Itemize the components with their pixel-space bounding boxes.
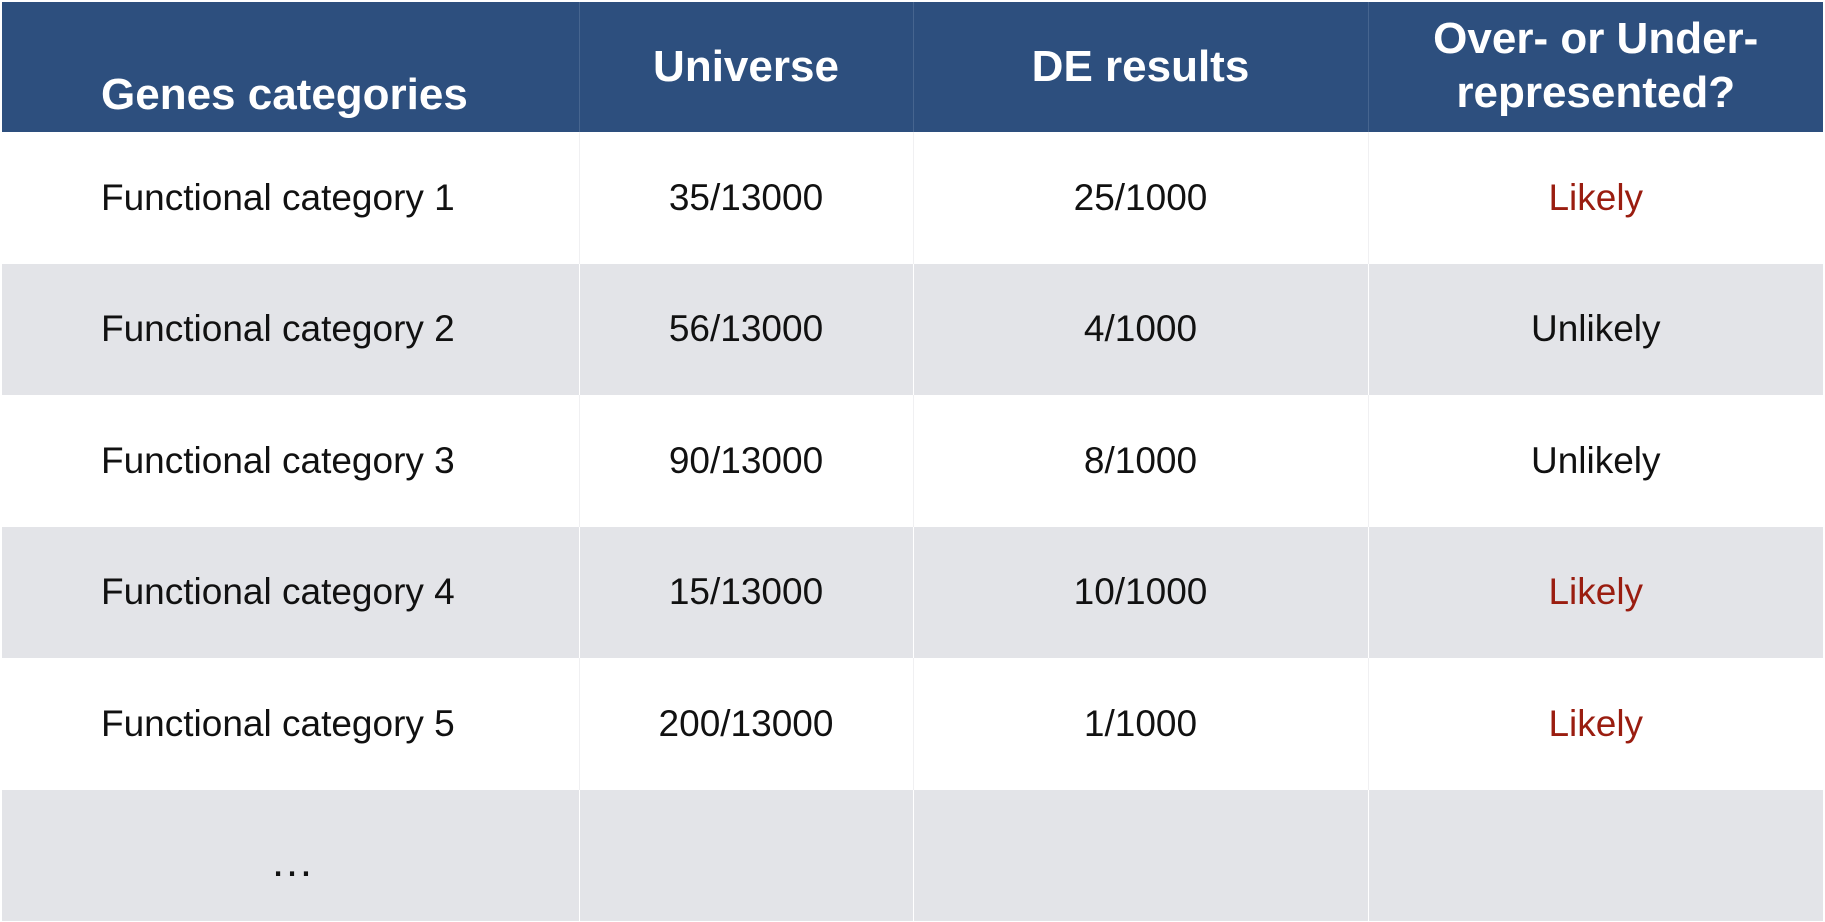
verdict-cell: Unlikely bbox=[1368, 395, 1823, 527]
de-results-cell: 1/1000 bbox=[913, 658, 1369, 790]
table-row-continuation: … bbox=[2, 789, 1823, 921]
header-universe: Universe bbox=[579, 2, 914, 132]
header-genes-categories: Genes categories bbox=[2, 2, 580, 132]
header-row: Genes categories Universe DE results Ove… bbox=[2, 2, 1823, 132]
table-row: Functional category 3 90/13000 8/1000 Un… bbox=[2, 395, 1823, 527]
category-cell: Functional category 5 bbox=[2, 658, 580, 790]
verdict-cell: Likely bbox=[1368, 526, 1823, 658]
verdict-cell: Likely bbox=[1368, 132, 1823, 264]
universe-cell: 90/13000 bbox=[579, 395, 914, 527]
empty-cell bbox=[913, 789, 1369, 921]
table-row: Functional category 5 200/13000 1/1000 L… bbox=[2, 658, 1823, 790]
universe-cell: 200/13000 bbox=[579, 658, 914, 790]
table-body: Functional category 1 35/13000 25/1000 L… bbox=[2, 132, 1823, 921]
header-representation: Over- or Under- represented? bbox=[1368, 2, 1823, 132]
category-cell: Functional category 1 bbox=[2, 132, 580, 264]
header-representation-line1: Over- or Under- bbox=[1433, 14, 1759, 63]
table-row: Functional category 4 15/13000 10/1000 L… bbox=[2, 526, 1823, 658]
header-de-results: DE results bbox=[913, 2, 1369, 132]
verdict-cell: Likely bbox=[1368, 658, 1823, 790]
universe-cell: 35/13000 bbox=[579, 132, 914, 264]
ellipsis-cell: … bbox=[2, 789, 580, 921]
header-representation-line2: represented? bbox=[1456, 68, 1736, 117]
empty-cell bbox=[1368, 789, 1823, 921]
category-cell: Functional category 2 bbox=[2, 263, 580, 395]
table-header: Genes categories Universe DE results Ove… bbox=[2, 2, 1823, 132]
de-results-cell: 10/1000 bbox=[913, 526, 1369, 658]
table-row: Functional category 2 56/13000 4/1000 Un… bbox=[2, 263, 1823, 395]
universe-cell: 56/13000 bbox=[579, 263, 914, 395]
table-row: Functional category 1 35/13000 25/1000 L… bbox=[2, 132, 1823, 264]
de-results-cell: 25/1000 bbox=[913, 132, 1369, 264]
category-cell: Functional category 4 bbox=[2, 526, 580, 658]
verdict-cell: Unlikely bbox=[1368, 263, 1823, 395]
de-results-cell: 8/1000 bbox=[913, 395, 1369, 527]
empty-cell bbox=[579, 789, 914, 921]
de-results-cell: 4/1000 bbox=[913, 263, 1369, 395]
category-cell: Functional category 3 bbox=[2, 395, 580, 527]
universe-cell: 15/13000 bbox=[579, 526, 914, 658]
